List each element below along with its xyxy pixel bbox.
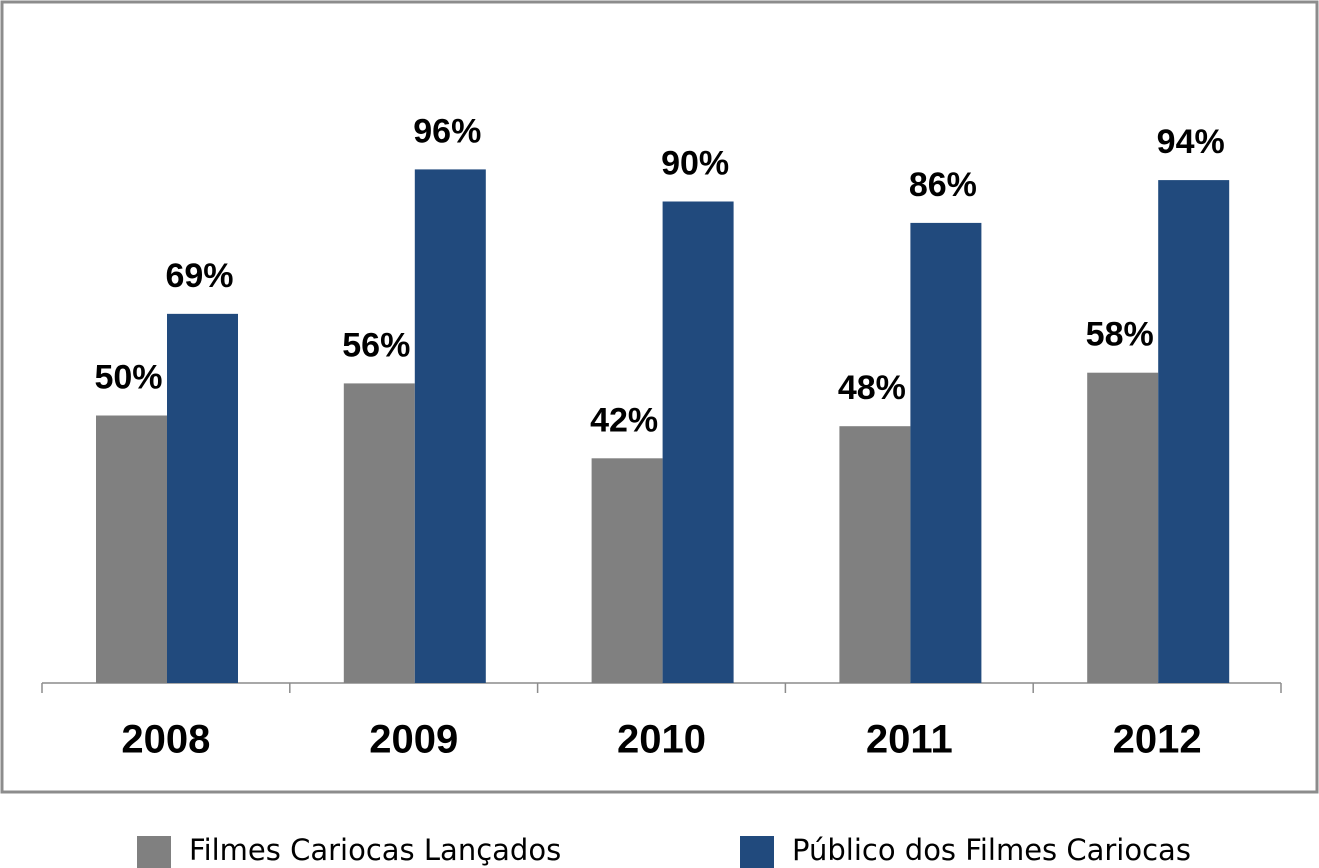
value-label: 96% xyxy=(413,112,481,150)
bar xyxy=(414,169,486,683)
chart-frame xyxy=(0,0,1319,794)
value-label: 56% xyxy=(342,326,410,364)
x-tick-label: 2008 xyxy=(121,718,210,762)
x-tick-label: 2011 xyxy=(866,718,953,762)
value-label: 90% xyxy=(661,144,729,182)
value-label: 42% xyxy=(590,401,658,439)
value-label: 58% xyxy=(1086,316,1154,354)
x-tick-label: 2010 xyxy=(617,718,706,762)
legend-label: Público dos Filmes Cariocas xyxy=(792,833,1191,867)
bar xyxy=(662,201,734,683)
x-tick-label: 2012 xyxy=(1113,718,1202,762)
legend-swatch xyxy=(740,836,774,868)
bar xyxy=(910,222,982,683)
legend-swatch xyxy=(137,836,171,868)
x-tick-label: 2009 xyxy=(369,718,458,762)
bar xyxy=(1087,372,1159,683)
value-label: 50% xyxy=(94,358,162,396)
value-label: 69% xyxy=(165,257,233,295)
bar xyxy=(839,426,911,683)
bar xyxy=(167,313,238,683)
value-label: 94% xyxy=(1157,123,1225,161)
bar xyxy=(343,383,415,683)
bar xyxy=(96,415,167,683)
value-label: 48% xyxy=(838,369,906,407)
bar xyxy=(1158,180,1230,683)
legend-label: Filmes Cariocas Lançados xyxy=(189,833,561,867)
value-label: 86% xyxy=(909,166,977,204)
bar xyxy=(591,458,663,683)
